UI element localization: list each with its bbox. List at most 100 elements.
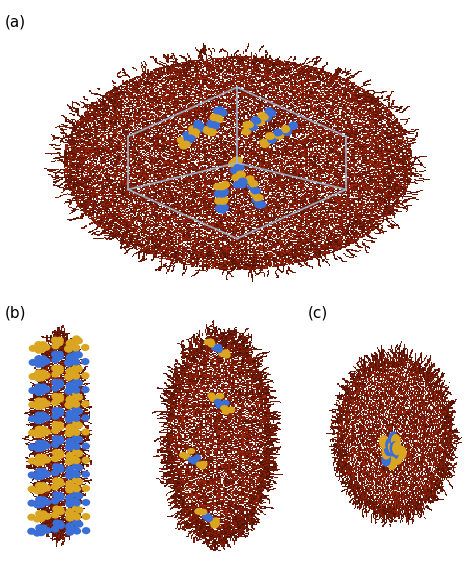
Circle shape [266, 132, 275, 140]
Circle shape [65, 514, 74, 522]
Circle shape [72, 448, 81, 455]
Circle shape [72, 359, 80, 365]
Circle shape [34, 417, 43, 424]
Circle shape [75, 478, 83, 485]
Circle shape [194, 508, 203, 514]
Circle shape [74, 365, 83, 372]
Circle shape [384, 442, 394, 456]
Circle shape [56, 438, 64, 445]
Circle shape [37, 473, 46, 480]
Circle shape [37, 487, 46, 494]
Circle shape [39, 369, 47, 377]
Circle shape [34, 355, 43, 362]
Circle shape [227, 406, 235, 413]
Circle shape [72, 443, 81, 450]
Circle shape [184, 134, 194, 141]
Circle shape [289, 122, 298, 130]
Circle shape [34, 389, 43, 396]
Circle shape [213, 183, 222, 190]
Circle shape [242, 127, 252, 135]
Circle shape [39, 482, 47, 489]
Circle shape [52, 505, 61, 513]
Circle shape [52, 491, 61, 498]
Circle shape [264, 107, 274, 115]
Circle shape [37, 469, 46, 475]
Circle shape [39, 398, 47, 404]
Circle shape [198, 463, 207, 469]
Circle shape [184, 136, 194, 144]
Circle shape [56, 508, 65, 515]
Circle shape [397, 446, 407, 460]
Circle shape [55, 367, 64, 374]
Circle shape [265, 132, 274, 140]
Circle shape [39, 524, 48, 531]
Circle shape [81, 386, 90, 393]
Circle shape [247, 183, 257, 191]
Circle shape [74, 393, 83, 401]
Circle shape [39, 440, 47, 447]
Circle shape [233, 181, 242, 189]
Circle shape [241, 128, 251, 136]
Circle shape [29, 345, 37, 352]
Circle shape [206, 339, 215, 345]
Circle shape [66, 395, 75, 402]
Circle shape [211, 112, 220, 120]
Circle shape [193, 122, 203, 129]
Circle shape [250, 187, 259, 195]
Circle shape [72, 519, 81, 526]
Circle shape [65, 528, 74, 535]
Circle shape [248, 123, 257, 131]
Circle shape [207, 119, 217, 127]
Circle shape [66, 508, 74, 515]
Circle shape [51, 483, 59, 491]
Circle shape [65, 416, 73, 423]
Circle shape [35, 510, 44, 517]
Circle shape [74, 338, 83, 345]
Circle shape [219, 197, 228, 204]
Circle shape [66, 353, 75, 360]
Circle shape [72, 401, 81, 408]
Circle shape [43, 513, 51, 520]
Circle shape [260, 113, 269, 121]
Circle shape [65, 340, 74, 347]
Circle shape [255, 194, 264, 201]
Circle shape [64, 360, 73, 367]
Circle shape [71, 512, 79, 519]
Circle shape [65, 430, 73, 437]
Circle shape [52, 449, 60, 456]
Circle shape [390, 441, 399, 455]
Circle shape [65, 472, 73, 479]
Circle shape [55, 464, 64, 471]
Circle shape [282, 128, 291, 136]
Circle shape [65, 473, 74, 480]
Circle shape [193, 120, 202, 127]
Circle shape [215, 106, 225, 113]
Circle shape [65, 443, 73, 450]
Circle shape [182, 453, 191, 459]
Circle shape [33, 487, 42, 495]
Circle shape [82, 442, 90, 450]
Circle shape [82, 527, 91, 534]
Circle shape [193, 455, 201, 461]
Circle shape [237, 171, 246, 178]
Circle shape [36, 398, 45, 405]
Circle shape [216, 393, 224, 399]
Circle shape [66, 480, 74, 487]
Circle shape [391, 434, 401, 448]
Circle shape [218, 190, 227, 198]
Circle shape [208, 128, 217, 136]
Circle shape [219, 203, 228, 210]
Circle shape [38, 346, 46, 353]
Circle shape [43, 485, 51, 492]
Circle shape [64, 402, 73, 409]
Circle shape [28, 387, 37, 394]
Circle shape [36, 412, 45, 420]
Circle shape [64, 416, 73, 423]
Circle shape [82, 513, 90, 520]
Circle shape [72, 349, 81, 357]
Circle shape [35, 361, 43, 368]
Circle shape [51, 356, 60, 364]
Circle shape [190, 458, 199, 464]
Circle shape [64, 373, 73, 381]
Circle shape [222, 409, 230, 415]
